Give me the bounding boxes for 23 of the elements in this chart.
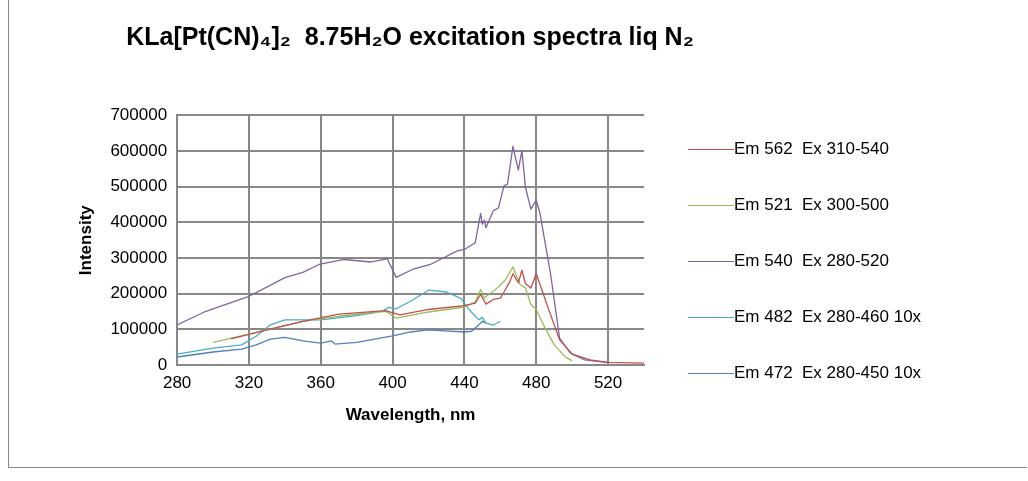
y-tick-label: 100000 (110, 319, 168, 339)
y-tick-label: 500000 (110, 176, 168, 196)
y-tick-label: 300000 (110, 247, 168, 267)
x-tick-label: 320 (234, 373, 264, 393)
y-tick-label: 400000 (110, 212, 168, 232)
y-tick-label: 200000 (110, 283, 168, 303)
x-tick-label: 360 (306, 373, 335, 393)
x-axis-title: Wavelength, nm (345, 405, 476, 425)
x-tick-label: 480 (522, 373, 551, 393)
y-tick-label: 0 (157, 354, 168, 374)
y-axis-title: Intensity (75, 204, 95, 276)
legend-label: Em 472 Ex 280-450 10x (734, 362, 923, 384)
chart-title: KLa[Pt(CN)₄]₂ 8.75H₂O excitation spectra liq N₂ (125, 22, 695, 51)
legend-label: Em 562 Ex 310-540 (734, 138, 890, 160)
legend-label: Em 521 Ex 300-500 (734, 194, 890, 216)
x-tick-label: 400 (378, 373, 407, 393)
legend-label: Em 540 Ex 280-520 (734, 250, 890, 272)
x-tick-label: 280 (162, 373, 192, 393)
x-tick-label: 440 (450, 373, 479, 393)
x-tick-label: 520 (593, 373, 623, 393)
legend-label: Em 482 Ex 280-460 10x (734, 306, 923, 328)
y-tick-label: 700000 (110, 104, 168, 124)
y-tick-label: 600000 (110, 140, 168, 160)
